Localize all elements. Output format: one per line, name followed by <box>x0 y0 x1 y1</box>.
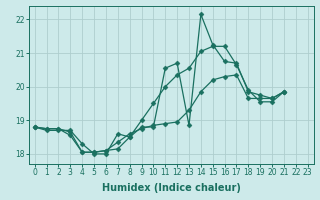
X-axis label: Humidex (Indice chaleur): Humidex (Indice chaleur) <box>102 183 241 193</box>
